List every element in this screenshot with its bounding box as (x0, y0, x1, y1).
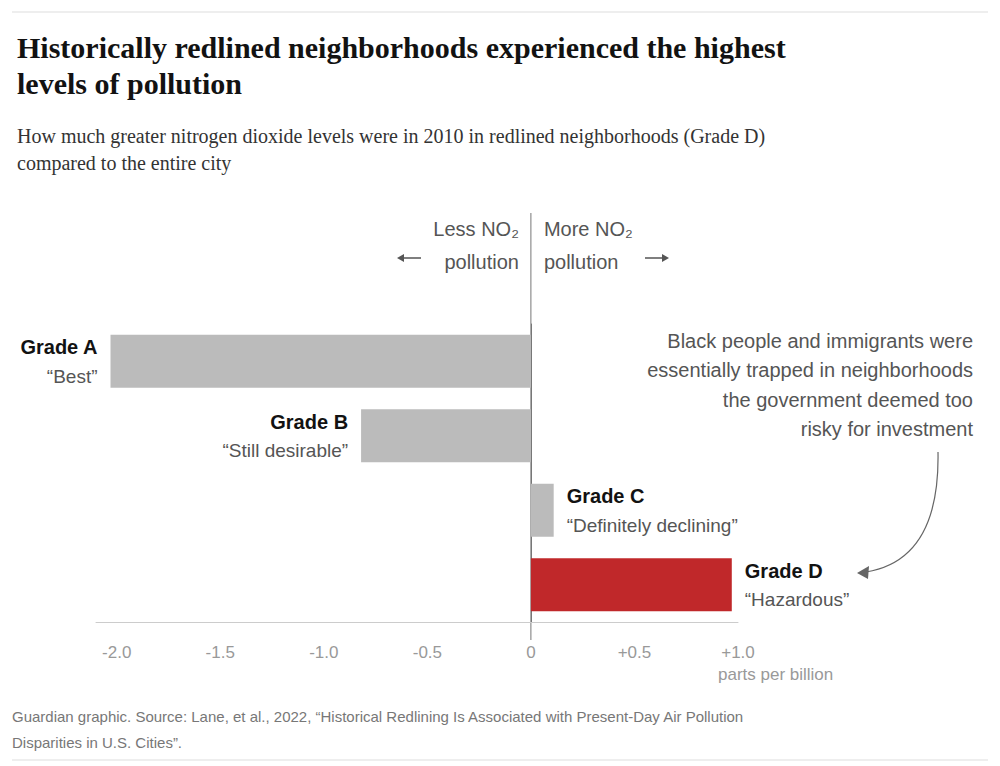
svg-text:-1.5: -1.5 (206, 643, 235, 662)
svg-text:pollution: pollution (544, 251, 619, 273)
svg-text:the government deemed too: the government deemed too (723, 389, 973, 411)
svg-text:How much greater nitrogen diox: How much greater nitrogen dioxide levels… (17, 125, 765, 148)
svg-text:Black people and immigrants we: Black people and immigrants were (667, 330, 973, 352)
svg-text:“Still desirable”: “Still desirable” (222, 440, 348, 461)
svg-text:“Definitely declining”: “Definitely declining” (567, 515, 738, 536)
svg-text:Grade B: Grade B (270, 411, 348, 433)
svg-text:Grade A: Grade A (20, 336, 97, 358)
svg-text:pollution: pollution (444, 251, 519, 273)
svg-text:Less NO₂: Less NO₂ (433, 218, 519, 240)
svg-text:+0.5: +0.5 (618, 643, 652, 662)
svg-text:“Hazardous”: “Hazardous” (745, 589, 850, 610)
svg-text:essentially trapped in neighbo: essentially trapped in neighborhoods (647, 359, 973, 381)
svg-text:Grade D: Grade D (745, 560, 823, 582)
svg-text:+1.0: +1.0 (721, 643, 755, 662)
svg-text:0: 0 (526, 643, 535, 662)
svg-text:Guardian graphic. Source: Lane: Guardian graphic. Source: Lane, et al., … (12, 708, 743, 725)
svg-text:levels of pollution: levels of pollution (17, 67, 242, 100)
svg-text:-2.0: -2.0 (102, 643, 131, 662)
svg-text:Historically redlined neighbor: Historically redlined neighborhoods expe… (17, 31, 786, 64)
svg-text:Grade C: Grade C (567, 485, 645, 507)
svg-text:More NO₂: More NO₂ (544, 218, 633, 240)
svg-text:risky for investment: risky for investment (801, 418, 974, 440)
svg-text:parts per billion: parts per billion (718, 665, 833, 684)
svg-text:Disparities in U.S. Cities”.: Disparities in U.S. Cities”. (12, 734, 182, 751)
svg-text:-1.0: -1.0 (309, 643, 338, 662)
svg-text:compared to the entire city: compared to the entire city (17, 152, 231, 175)
svg-text:“Best”: “Best” (47, 366, 98, 387)
svg-text:-0.5: -0.5 (413, 643, 442, 662)
